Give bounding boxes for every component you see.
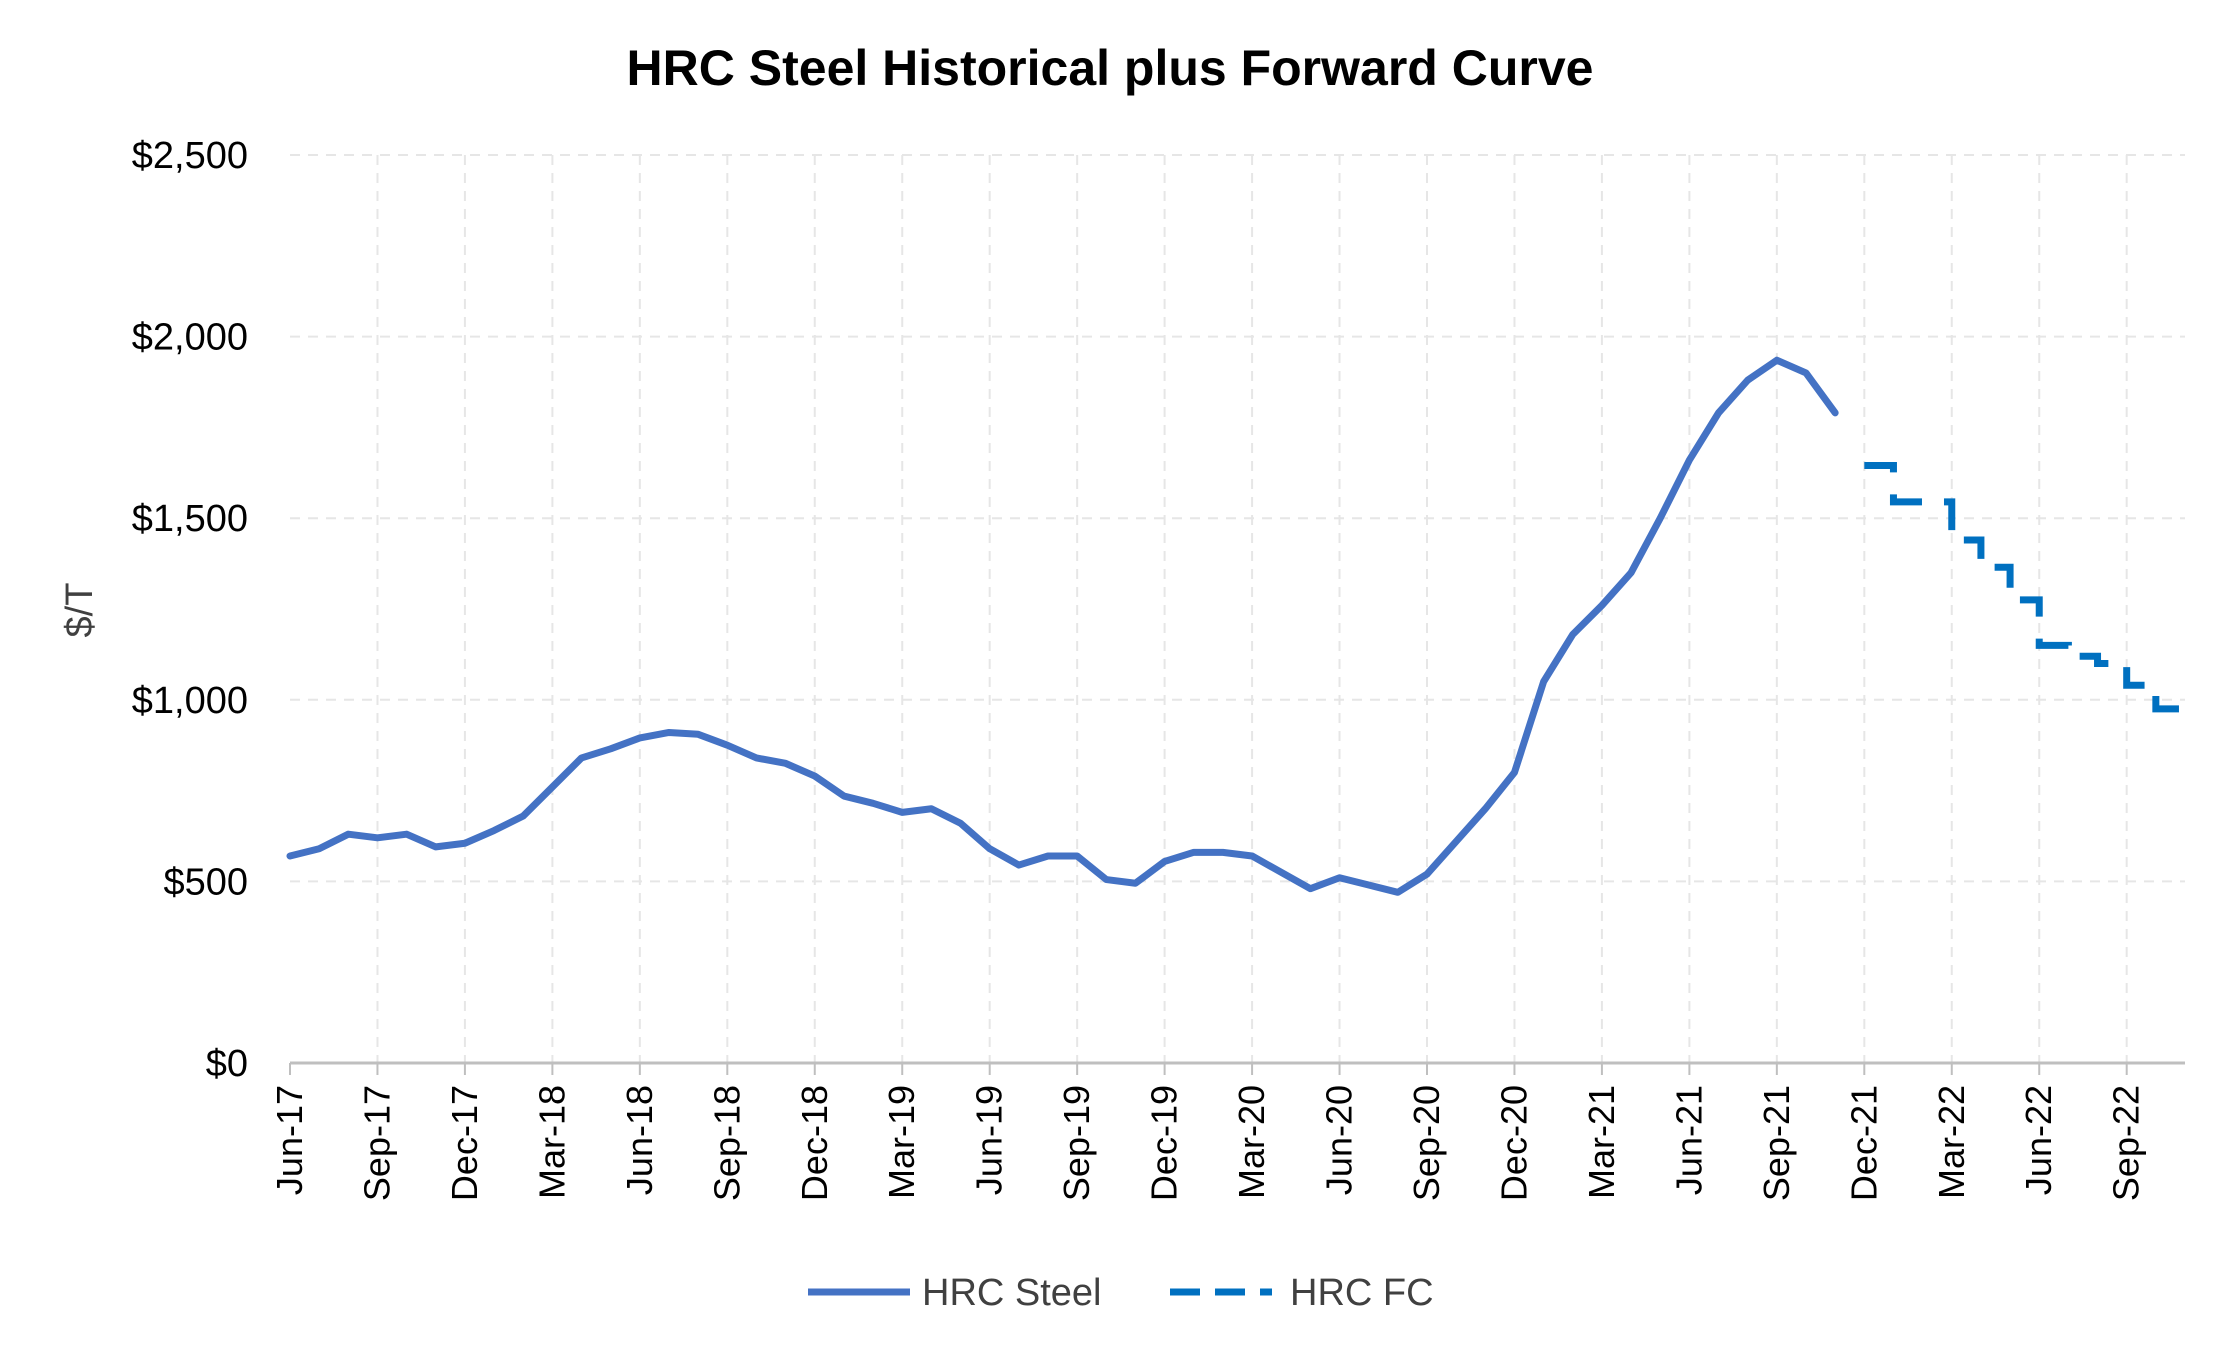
chart-title: HRC Steel Historical plus Forward Curve (627, 40, 1594, 96)
legend-label-hrc-fc: HRC FC (1290, 1272, 1434, 1314)
y-tick-label: $0 (206, 1043, 248, 1085)
x-tick-label: Dec-18 (794, 1085, 835, 1201)
series-line-hrc-steel (286, 356, 1839, 896)
x-tick-label: Jun-20 (1319, 1085, 1360, 1195)
x-tick-label: Sep-21 (1756, 1085, 1797, 1201)
x-tick-label: Dec-21 (1843, 1085, 1884, 1201)
x-tick-label: Mar-22 (1931, 1085, 1972, 1199)
y-tick-label: $1,500 (132, 498, 248, 540)
x-tick-label: Mar-19 (881, 1085, 922, 1199)
axes: $0 $500 $1,000 $1,500 $2,000 $2,500 Jun-17 Sep-… (132, 135, 2185, 1201)
y-tick-label: $1,000 (132, 680, 248, 722)
x-tick-label: Jun-21 (1668, 1085, 1709, 1195)
legend: HRC Steel HRC FC (808, 1272, 1434, 1314)
y-tick-label: $2,000 (132, 317, 248, 359)
x-tick-label: Sep-22 (2106, 1085, 2147, 1201)
x-tick-label: Mar-21 (1581, 1085, 1622, 1199)
x-tick-label: Jun-19 (969, 1085, 1010, 1195)
x-tick-label: Sep-17 (356, 1085, 397, 1201)
x-tick-label: Dec-20 (1493, 1085, 1534, 1201)
y-axis-label: $/T (59, 583, 101, 638)
x-tick-label: Jun-22 (2018, 1085, 2059, 1195)
x-tick-label: Sep-19 (1056, 1085, 1097, 1201)
series-line-hrc-fc (1864, 462, 2185, 713)
y-tick-label: $2,500 (132, 135, 248, 177)
x-tick-label: Dec-19 (1144, 1085, 1185, 1201)
x-tick-label: Jun-17 (269, 1085, 310, 1195)
series-lines (286, 356, 2185, 896)
legend-label-hrc-steel: HRC Steel (922, 1272, 1102, 1314)
x-tick-label: Jun-18 (619, 1085, 660, 1195)
x-tick-label: Dec-17 (444, 1085, 485, 1201)
y-tick-label: $500 (163, 861, 248, 903)
x-tick-label: Mar-20 (1231, 1085, 1272, 1199)
x-tick-label: Sep-18 (706, 1085, 747, 1201)
grid-lines (290, 154, 2185, 1063)
x-tick-label: Sep-20 (1406, 1085, 1447, 1201)
x-tick-label: Mar-18 (531, 1085, 572, 1199)
